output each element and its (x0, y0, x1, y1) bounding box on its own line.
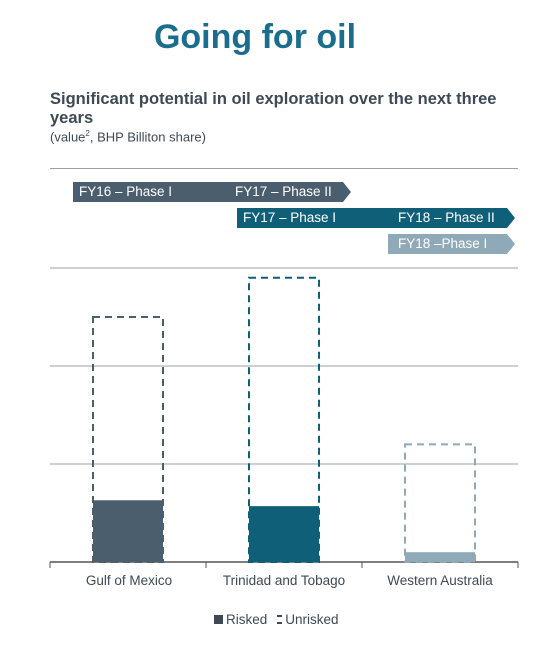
category-label-trinidad-and-tobago: Trinidad and Tobago (222, 573, 346, 588)
category-label-western-australia: Western Australia (387, 573, 493, 588)
phase-label-fy18-phase1: FY18 –Phase I (398, 236, 488, 251)
risked-bar-western-australia (405, 552, 475, 562)
chart-subtitle: Significant potential in oil exploration… (50, 90, 497, 127)
phase-label-fy17-phase1: FY17 – Phase I (243, 210, 337, 225)
phase-arrow-fill-1 (237, 208, 515, 228)
phase-arrow-gulf: FY16 – Phase I FY17 – Phase II (73, 182, 351, 202)
phase-label-fy17-phase2: FY17 – Phase II (235, 184, 332, 199)
footnote-marker: 2 (85, 129, 90, 138)
value-note: (value2, BHP Billiton share) (50, 129, 206, 144)
unrisked-bar-western-australia (404, 443, 476, 563)
phase-arrow-shape-2 (388, 234, 515, 254)
value-note-suffix: , BHP Billiton share) (89, 129, 206, 145)
chart-title: Going for oil (153, 18, 357, 56)
phase-arrow-fill-0 (73, 182, 351, 202)
phase-arrow-fill-2 (388, 234, 515, 254)
risked-bar-trinidad-and-tobago (249, 506, 319, 562)
phase-label-fy18-phase2: FY18 – Phase II (398, 210, 495, 225)
risked-bar-gulf-of-mexico (93, 500, 163, 562)
phase-arrow-shape-0 (73, 182, 351, 202)
legend-unrisked-label: Unrisked (285, 612, 339, 627)
phase-arrow-western-australia: FY18 –Phase I (388, 234, 515, 254)
category-label-gulf-of-mexico: Gulf of Mexico (85, 573, 173, 588)
legend-risked-swatch (214, 615, 223, 624)
phase-arrow-trinidad: FY17 – Phase I FY18 – Phase II (237, 208, 515, 228)
phase-label-fy16-phase1: FY16 – Phase I (79, 184, 173, 199)
timeline-top-rule (50, 168, 518, 169)
legend: Risked Unrisked (214, 612, 339, 627)
value-note-prefix: (value (50, 129, 86, 145)
phase-arrow-shape-1 (237, 208, 515, 228)
legend-unrisked-swatch (277, 615, 283, 624)
legend-risked-label: Risked (226, 612, 268, 627)
